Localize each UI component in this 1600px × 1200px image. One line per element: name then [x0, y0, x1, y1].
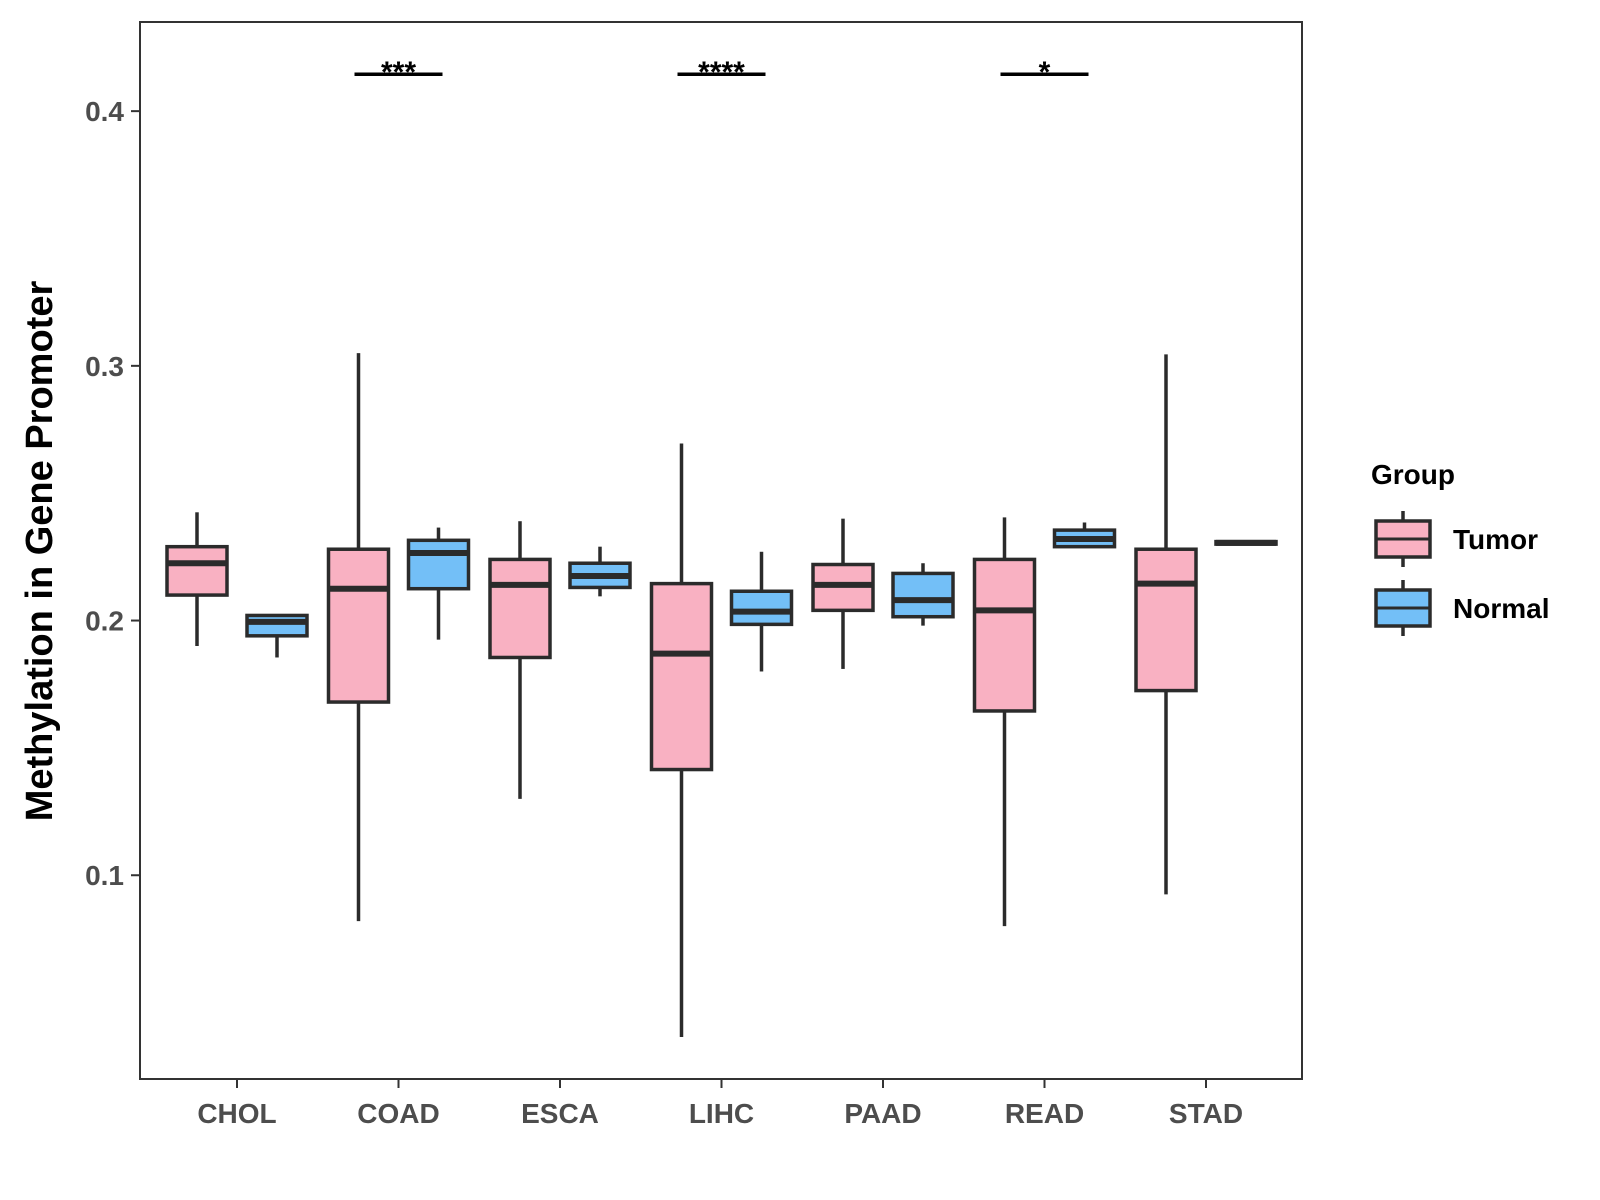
box-iqr — [972, 557, 1037, 713]
y-axis: 0.1 0.2 0.3 0.4 — [85, 96, 140, 891]
legend-title: Group — [1371, 459, 1455, 490]
box-tumor-chol — [165, 512, 229, 647]
box-normal-chol — [245, 613, 309, 658]
box-iqr — [649, 581, 714, 772]
box-iqr — [165, 544, 229, 597]
box-iqr — [326, 547, 391, 704]
box-tumor-read — [972, 517, 1037, 927]
significance-label: **** — [698, 56, 745, 89]
box-tumor-coad — [326, 353, 391, 922]
plot-panel — [139, 21, 1303, 1080]
x-tick-label: PAAD — [844, 1098, 921, 1129]
significance-coad: *** — [354, 56, 443, 89]
y-tick-label: 0.1 — [85, 860, 124, 891]
box-tumor-stad — [1134, 354, 1198, 895]
y-axis-title: Methylation in Gene Promoter — [19, 281, 61, 822]
x-tick-label: CHOL — [197, 1098, 276, 1129]
box-normal-coad — [406, 527, 471, 640]
box-normal-stad — [1214, 539, 1278, 546]
box-normal-lihc — [729, 551, 794, 672]
box-normal-paad — [891, 563, 955, 626]
significance-label: * — [1039, 56, 1051, 89]
box-tumor-esca — [488, 521, 552, 799]
y-tick-label: 0.4 — [85, 96, 124, 127]
box-normal-read — [1052, 522, 1117, 549]
x-tick-label: COAD — [357, 1098, 439, 1129]
box-iqr — [245, 613, 309, 638]
y-tick-label: 0.3 — [85, 351, 124, 382]
box-iqr — [406, 538, 471, 591]
legend-label: Tumor — [1453, 524, 1538, 555]
box-iqr — [891, 571, 955, 619]
x-tick-label: READ — [1005, 1098, 1084, 1129]
legend: Group Tumor Normal — [1371, 459, 1549, 636]
box-iqr — [1134, 547, 1198, 693]
legend-entry-tumor: Tumor — [1374, 511, 1538, 567]
y-tick-label: 0.2 — [85, 606, 124, 637]
box-tumor-lihc — [649, 443, 714, 1037]
x-axis: CHOL COAD ESCA LIHC PAAD READ STAD — [197, 1079, 1243, 1129]
significance-lihc: **** — [677, 56, 766, 89]
box-iqr — [729, 589, 794, 627]
significance-label: *** — [381, 56, 416, 89]
x-tick-label: STAD — [1169, 1098, 1243, 1129]
box-tumor-paad — [811, 518, 875, 669]
legend-entry-normal: Normal — [1374, 580, 1549, 636]
x-tick-label: LIHC — [689, 1098, 754, 1129]
box-iqr — [488, 557, 552, 660]
legend-label: Normal — [1453, 593, 1549, 624]
x-tick-label: ESCA — [521, 1098, 599, 1129]
boxes-layer — [165, 353, 1278, 1037]
box-normal-esca — [568, 546, 632, 597]
significance-annotations: *** **** * — [354, 56, 1089, 89]
significance-read: * — [1000, 56, 1089, 89]
